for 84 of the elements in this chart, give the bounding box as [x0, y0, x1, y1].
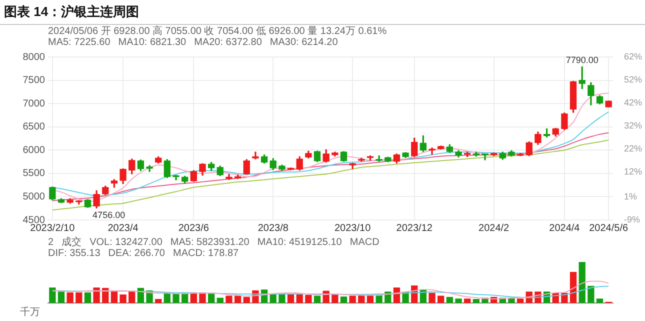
text: MA10: 4519125.10	[257, 237, 342, 248]
bar	[596, 298, 604, 303]
bar	[199, 292, 206, 303]
y2-tick-label: 42%	[624, 97, 642, 108]
y-tick-label: 5000	[22, 191, 46, 202]
x-tick-label: 2023/2/10	[30, 222, 76, 234]
bar	[58, 292, 65, 303]
text: MA20: 6372.80	[194, 37, 262, 48]
y-tick-label: 7500	[22, 75, 46, 86]
bar	[120, 294, 126, 303]
bar	[208, 292, 215, 303]
bar	[340, 296, 348, 303]
annotation: 4756.00	[92, 210, 126, 220]
bar	[455, 298, 462, 303]
candlestick	[172, 174, 180, 180]
bar	[349, 296, 356, 303]
bar	[376, 294, 382, 303]
bar	[428, 292, 436, 303]
bar	[314, 296, 321, 303]
text: MACD	[350, 237, 380, 248]
text: DEA: 266.70	[108, 248, 165, 259]
y2-tick-label: 62%	[624, 51, 642, 62]
y-tick-label: 6000	[22, 144, 46, 156]
y2-tick-label: 1%	[624, 192, 638, 202]
candlestick	[428, 147, 436, 155]
bar	[570, 272, 577, 303]
bar	[155, 298, 162, 303]
bar	[84, 292, 92, 303]
y2-tick-label: 12%	[624, 166, 642, 176]
annotation: 7790.00	[566, 54, 598, 65]
bar	[472, 298, 480, 303]
bar	[93, 288, 100, 303]
x-tick-label: 2023/12	[396, 222, 433, 234]
y2-tick-label: 32%	[624, 120, 642, 130]
bar	[216, 298, 224, 303]
text: MA5: 5823931.20	[170, 237, 250, 248]
text: MA30: 6214.20	[270, 37, 338, 48]
bar	[446, 296, 454, 303]
y-tick-label: 7000	[22, 98, 46, 110]
bar	[226, 296, 232, 303]
x-tick-label: 2024/5/6	[589, 222, 628, 234]
x-tick-label: 2024/4	[549, 222, 580, 234]
text: MA5: 7225.60	[48, 37, 110, 48]
bar	[287, 294, 294, 303]
bar	[516, 298, 524, 303]
x-tick-label: 2023/8	[258, 222, 289, 234]
text: MACD: 178.87	[172, 248, 239, 259]
y2-tick-label: -9%	[624, 214, 640, 224]
x-tick-label: 2023/6	[178, 222, 210, 234]
y-tick-label: 6500	[22, 122, 46, 133]
text: 成交	[62, 237, 82, 248]
bar	[243, 296, 250, 303]
bar	[172, 294, 180, 303]
y-axis-title: 千万	[20, 306, 40, 319]
x-tick-label: 2023/4	[108, 222, 139, 234]
chart-title: 图表 14：沪银主连周图	[0, 0, 645, 25]
bar	[66, 292, 74, 303]
text: MA10: 6821.30	[118, 37, 186, 48]
y-tick-label: 5500	[22, 168, 46, 180]
bar	[438, 296, 444, 303]
text: VOL: 132427.00	[90, 237, 162, 248]
candlestick	[252, 152, 259, 160]
line-series	[52, 140, 610, 211]
bar	[578, 262, 586, 303]
x-tick-label: 2024/2	[478, 222, 510, 234]
text: 2024/05/06 开 6928.00 高 7055.00 收 7054.00 低 6926.00 量 13.24万 0.61%	[48, 26, 387, 37]
bar	[588, 286, 594, 303]
bar	[366, 294, 374, 303]
bar	[49, 288, 56, 303]
bar	[76, 292, 82, 303]
candlestick	[482, 153, 488, 160]
y2-tick-label: 22%	[624, 143, 642, 154]
y2-tick-label: 52%	[624, 74, 642, 84]
bar	[464, 298, 471, 303]
bar	[234, 296, 242, 303]
bar	[137, 288, 144, 303]
text: DIF: 355.13	[48, 248, 100, 259]
bar	[358, 294, 365, 303]
y-tick-label: 8000	[22, 52, 46, 63]
x-tick-label: 2023/10	[334, 222, 372, 234]
bar	[110, 290, 118, 303]
text: 2	[48, 237, 54, 248]
bar	[128, 290, 136, 303]
bar	[305, 294, 312, 303]
